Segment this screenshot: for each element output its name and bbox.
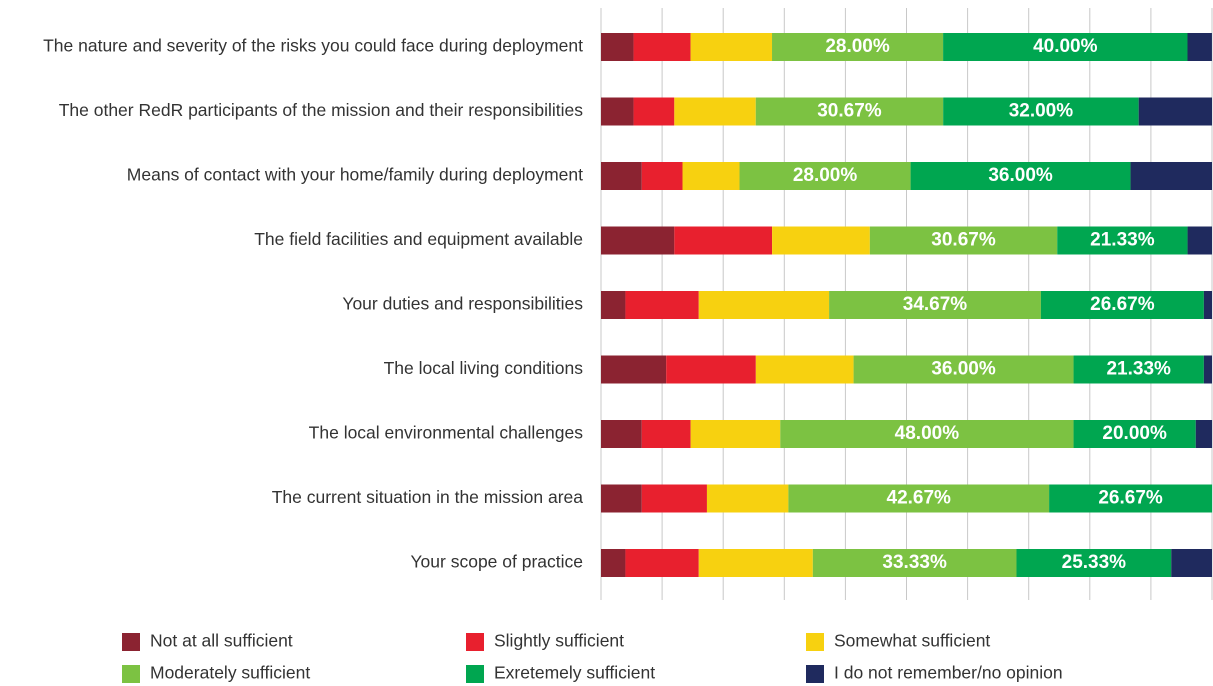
bar-segment (601, 420, 642, 448)
value-label: 26.67% (1090, 294, 1155, 315)
bar-segment (869, 226, 1058, 255)
bar-segment (772, 226, 870, 255)
value-label: 28.00% (793, 165, 858, 186)
bar-segment (1073, 355, 1204, 384)
bar-segment (1073, 420, 1196, 448)
value-label: 48.00% (895, 423, 960, 444)
legend-swatch (466, 633, 484, 651)
bar-segment (1040, 291, 1204, 319)
bar-segment (755, 355, 854, 384)
bar-segment (1187, 33, 1212, 61)
bar-segment (1195, 420, 1213, 448)
value-label: 28.00% (825, 36, 890, 57)
bar-segment (772, 33, 944, 61)
legend-label: Not at all sufficient (150, 631, 293, 651)
bar-segment (943, 33, 1188, 61)
bar-segment (601, 162, 642, 190)
value-label: 25.33% (1062, 552, 1127, 573)
category-label: The local living conditions (384, 358, 584, 378)
bar-segment (788, 484, 1050, 513)
value-label: 30.67% (817, 101, 882, 122)
category-label: Means of contact with your home/family d… (127, 165, 583, 185)
category-label: Your duties and responsibilities (342, 294, 583, 314)
value-label: 30.67% (931, 230, 996, 251)
legend-swatch (122, 633, 140, 651)
value-label: 36.00% (931, 359, 996, 380)
bar-segment (601, 484, 642, 513)
category-label: The local environmental challenges (309, 423, 584, 443)
bar-segment (910, 162, 1131, 190)
bar-segment (1203, 355, 1212, 384)
bar-segment (812, 549, 1017, 577)
legend-label: Somewhat sufficient (834, 631, 990, 651)
bar-segment (625, 549, 699, 577)
bar-segment (1171, 549, 1212, 577)
value-label: 21.33% (1090, 230, 1155, 251)
value-label: 26.67% (1098, 488, 1163, 509)
category-label: The current situation in the mission are… (272, 487, 584, 507)
bar-segment (674, 97, 756, 126)
category-label: The field facilities and equipment avail… (254, 229, 583, 249)
bar-segment (601, 355, 667, 384)
bar-segment (641, 420, 691, 448)
value-label: 20.00% (1102, 423, 1167, 444)
legend-swatch (122, 665, 140, 683)
bar-segment (1138, 97, 1212, 126)
value-label: 33.33% (882, 552, 947, 573)
bar-segment (1057, 226, 1188, 255)
category-label: The nature and severity of the risks you… (43, 36, 583, 56)
bar-segment (1016, 549, 1172, 577)
bar-segment (633, 97, 675, 126)
bar-segment (698, 549, 813, 577)
value-label: 34.67% (903, 294, 968, 315)
bar-segment (641, 484, 707, 513)
bar-segment (739, 162, 911, 190)
bar-segment (755, 97, 944, 126)
category-label: The other RedR participants of the missi… (59, 100, 584, 120)
bar-segment (666, 355, 756, 384)
bar-segment (1130, 162, 1212, 190)
value-label: 40.00% (1033, 36, 1098, 57)
bar-segment (698, 291, 830, 319)
legend-label: Moderately sufficient (150, 663, 310, 683)
legend-swatch (466, 665, 484, 683)
value-label: 21.33% (1106, 359, 1171, 380)
bar-segment (601, 97, 634, 126)
bar-segment (1203, 291, 1212, 319)
bar-segment (601, 33, 634, 61)
category-label: Your scope of practice (410, 552, 583, 572)
bar-segment (853, 355, 1074, 384)
bar-segment (601, 549, 626, 577)
bar-segment (641, 162, 683, 190)
value-label: 32.00% (1009, 101, 1074, 122)
legend-label: Exretemely sufficient (494, 663, 655, 683)
bar-segment (1187, 226, 1212, 255)
legend-label: I do not remember/no opinion (834, 663, 1063, 683)
bar-segment (943, 97, 1139, 126)
bar-segment (690, 33, 773, 61)
bar-segment (674, 226, 773, 255)
bar-segment (829, 291, 1041, 319)
bar-segment (601, 226, 675, 255)
bar-segment (625, 291, 699, 319)
value-label: 42.67% (887, 488, 952, 509)
bar-segment (1049, 484, 1213, 513)
value-label: 36.00% (988, 165, 1053, 186)
bar-segment (690, 420, 781, 448)
legend-label: Slightly sufficient (494, 631, 624, 651)
bar-segment (682, 162, 740, 190)
legend-swatch (806, 633, 824, 651)
bar-segment (601, 291, 626, 319)
bar-segment (780, 420, 1074, 448)
bar-segment (633, 33, 691, 61)
legend-swatch (806, 665, 824, 683)
bar-segment (706, 484, 789, 513)
